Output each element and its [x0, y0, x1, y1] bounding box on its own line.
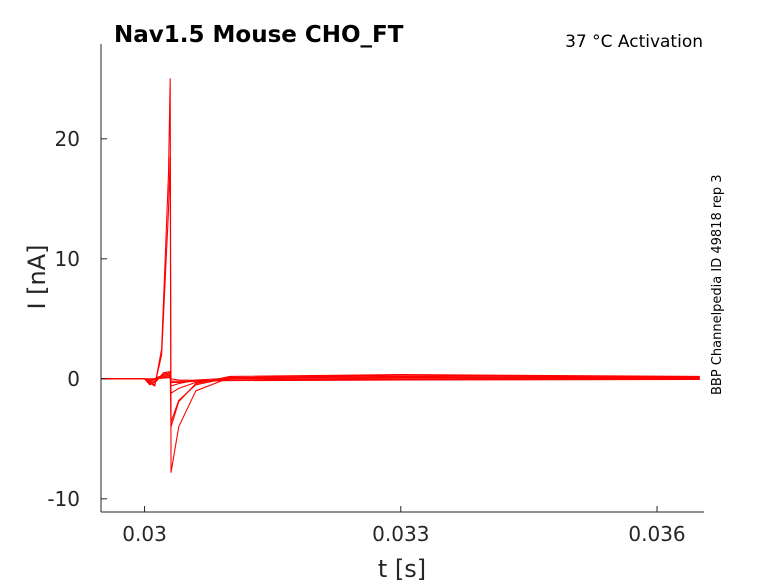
y-axis-label: I [nA] [23, 244, 51, 309]
chart-subtitle: 37 °C Activation [565, 32, 703, 52]
y-tick-label: 0 [67, 367, 80, 391]
x-tick-label: 0.033 [372, 522, 429, 546]
traces [101, 78, 700, 473]
x-tick-label: 0.036 [628, 522, 685, 546]
trace-line-1 [101, 78, 700, 428]
x-axis-label: t [s] [378, 555, 426, 583]
trace-line-3 [101, 371, 700, 423]
x-tick-label: 0.03 [122, 522, 167, 546]
trace-line-2 [101, 156, 700, 473]
side-label: BBP Channelpedia ID 49818 rep 3 [710, 174, 725, 395]
y-tick-label: -10 [47, 487, 80, 511]
y-tick-label: 10 [55, 247, 80, 271]
chart-title: Nav1.5 Mouse CHO_FT [114, 22, 404, 48]
trace-line-8 [101, 377, 700, 382]
axes: 0.03 0.033 0.036 -10 0 10 20 [47, 44, 704, 546]
y-tick-label: 20 [55, 127, 80, 151]
